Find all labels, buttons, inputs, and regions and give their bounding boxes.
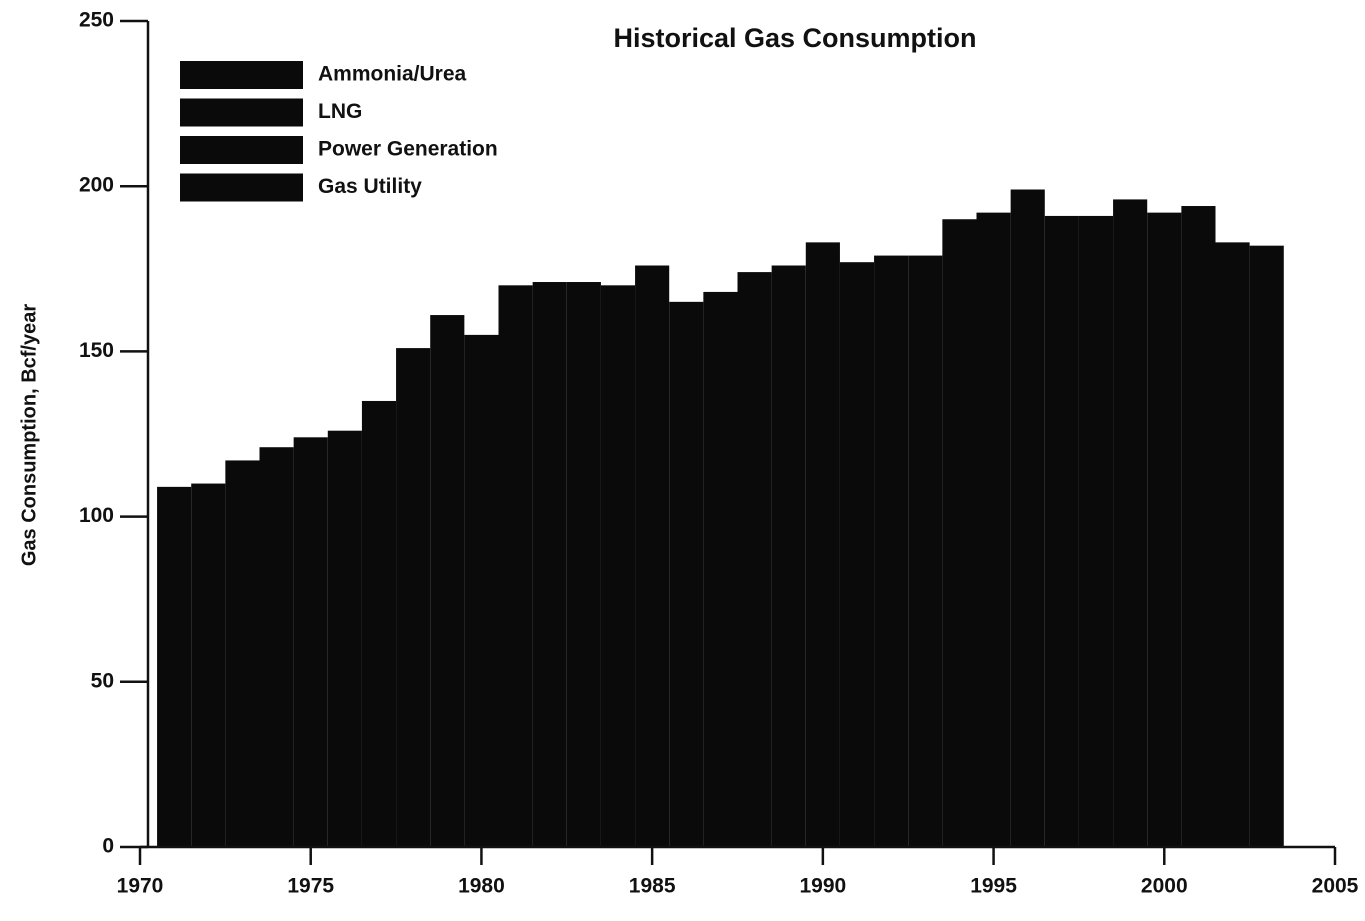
bar (396, 348, 431, 847)
bar (327, 430, 362, 847)
bar (361, 400, 397, 847)
legend-label: Ammonia/Urea (318, 63, 467, 86)
bar (191, 483, 226, 847)
bar (669, 301, 704, 848)
y-tick-label: 50 (91, 669, 114, 692)
bar (737, 272, 772, 847)
x-tick-label: 1995 (970, 875, 1017, 898)
bar (874, 255, 909, 848)
bar (1215, 242, 1250, 848)
bar (293, 437, 328, 847)
legend-swatch (180, 98, 303, 127)
bar (1181, 206, 1216, 848)
bar (464, 334, 499, 847)
y-tick-label: 250 (79, 9, 114, 32)
bar (1010, 189, 1045, 847)
x-tick-label: 2000 (1141, 875, 1188, 898)
bar (976, 212, 1011, 847)
chart-title: Historical Gas Consumption (613, 23, 976, 53)
bar (771, 265, 806, 848)
legend-label: LNG (318, 100, 362, 123)
bar (942, 219, 977, 848)
bar (1078, 215, 1114, 847)
bar (805, 242, 840, 848)
x-tick-label: 1980 (458, 875, 505, 898)
bar (225, 460, 260, 847)
bar (532, 282, 567, 847)
legend-label: Gas Utility (318, 175, 422, 198)
bar (839, 262, 875, 847)
x-tick-label: 1975 (287, 875, 334, 898)
bar (1113, 199, 1148, 847)
bar (157, 486, 192, 847)
y-tick-label: 150 (79, 339, 114, 362)
bar (1044, 215, 1079, 847)
legend-label: Power Generation (318, 138, 498, 161)
bar (635, 265, 670, 848)
bar (430, 315, 465, 847)
bar (908, 255, 943, 848)
bar (703, 291, 738, 848)
legend-swatch (180, 173, 303, 202)
bar (566, 282, 601, 847)
bar (498, 285, 533, 847)
y-tick-label: 0 (102, 835, 114, 858)
bar (600, 285, 636, 847)
y-tick-label: 200 (79, 174, 114, 197)
x-tick-label: 2005 (1312, 875, 1359, 898)
x-tick-label: 1985 (629, 875, 676, 898)
y-tick-label: 100 (79, 504, 114, 527)
x-tick-label: 1970 (117, 875, 164, 898)
y-axis-label: Gas Consumption, Bcf/year (18, 304, 40, 566)
legend-swatch (180, 136, 303, 164)
x-tick-label: 1990 (799, 875, 846, 898)
bar (1147, 212, 1182, 847)
bar (259, 447, 294, 847)
legend-swatch (180, 61, 303, 89)
bar (1249, 245, 1284, 847)
